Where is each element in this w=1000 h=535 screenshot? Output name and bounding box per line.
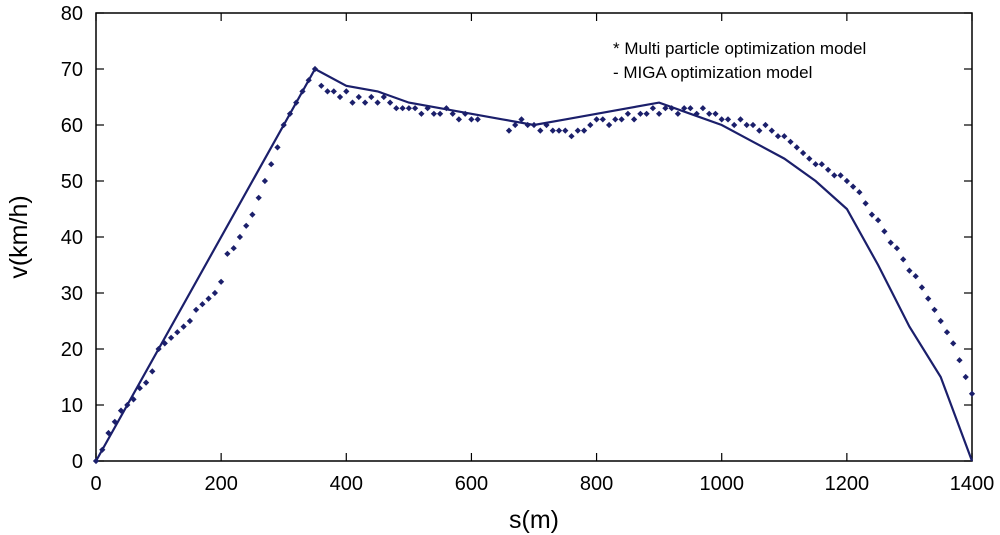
x-tick-label: 600 (455, 473, 488, 495)
data-point-multi-particle (167, 334, 175, 341)
data-point-multi-particle (124, 401, 131, 409)
data-point-multi-particle (931, 306, 938, 313)
data-point-multi-particle (155, 345, 162, 353)
x-tick-label: 800 (580, 473, 613, 495)
legend-entry-miga: - MIGA optimization model (613, 63, 812, 82)
data-point-multi-particle (224, 250, 231, 257)
legend-entry-multi-particle: * Multi particle optimization model (613, 39, 866, 58)
data-point-multi-particle (630, 116, 638, 123)
y-tick-label: 20 (61, 339, 83, 361)
y-tick-label: 0 (72, 451, 83, 473)
x-tick-label: 0 (90, 473, 101, 495)
x-tick-label: 400 (330, 473, 363, 495)
y-axis-title: v(km/h) (5, 195, 33, 278)
x-tick-label: 200 (204, 473, 237, 495)
axis-ticks (95, 12, 973, 462)
data-point-multi-particle (655, 110, 663, 117)
data-point-multi-particle (618, 116, 625, 123)
data-point-multi-particle (593, 116, 600, 123)
data-point-multi-particle (142, 379, 150, 386)
data-point-multi-particle (643, 110, 650, 117)
data-point-multi-particle (505, 127, 513, 134)
x-tick-label: 1400 (950, 473, 995, 495)
y-tick-label: 30 (61, 283, 83, 305)
y-tick-label: 40 (61, 227, 83, 249)
y-tick-label: 60 (61, 115, 83, 137)
y-tick-label: 80 (61, 3, 83, 25)
data-point-multi-particle (968, 390, 976, 397)
data-point-multi-particle (900, 256, 907, 263)
y-tick-label: 70 (61, 59, 83, 81)
tick-labels: 0 200 400 600 800 1000 1200 1400 0 10 20 30 40 50 60 70… (61, 3, 995, 495)
y-tick-label: 50 (61, 171, 83, 193)
data-point-multi-particle (950, 340, 957, 347)
y-tick-label: 10 (61, 395, 83, 417)
data-point-multi-particle (192, 306, 200, 313)
x-axis-title: s(m) (509, 506, 559, 534)
plot-area (95, 12, 973, 462)
data-point-multi-particle (180, 323, 187, 330)
data-point-multi-particle (217, 278, 225, 285)
x-tick-label: 1200 (825, 473, 870, 495)
x-tick-label: 1000 (699, 473, 744, 495)
data-point-multi-particle (205, 295, 212, 302)
data-point-multi-particle (243, 222, 250, 229)
data-point-multi-particle (230, 245, 237, 252)
data-point-multi-particle (605, 121, 613, 129)
data-point-multi-particle (918, 284, 926, 291)
data-point-multi-particle (236, 233, 244, 241)
series-line-miga (95, 67, 974, 462)
